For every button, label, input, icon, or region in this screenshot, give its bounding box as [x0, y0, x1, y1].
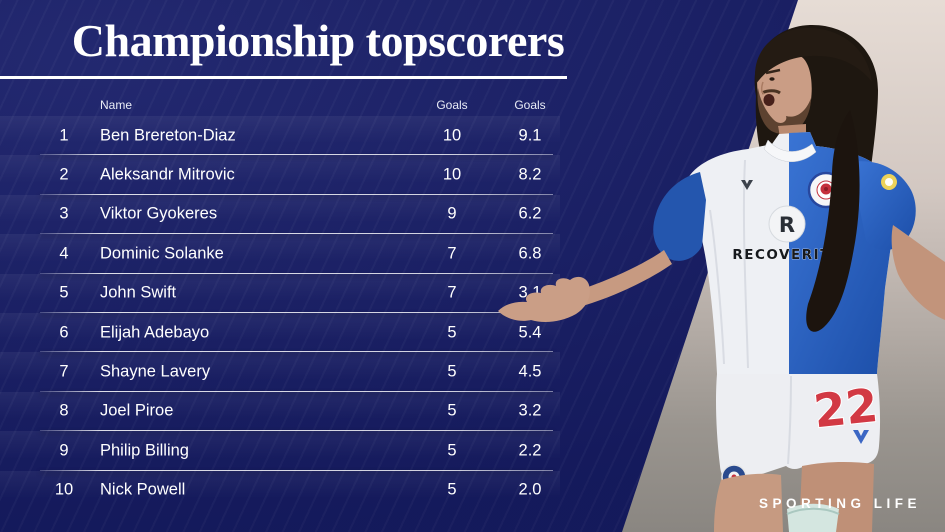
rank-cell: 1 — [59, 126, 69, 145]
row-divider — [40, 272, 553, 274]
player-fringe — [755, 27, 872, 84]
table-row: 9 Philip Billing 5 2.2 — [0, 431, 560, 471]
row-divider — [40, 233, 553, 235]
goals-cell: 7 — [447, 244, 457, 263]
shirt-collar — [763, 139, 817, 163]
expected-goals-cell: 6.2 — [518, 204, 542, 223]
name-cell: Aleksandr Mitrovic — [100, 165, 235, 184]
expected-goals-cell: 5.4 — [518, 323, 542, 342]
player-eye — [769, 77, 775, 81]
player-face — [757, 52, 812, 133]
table-row: 5 John Swift 7 3.1 — [0, 273, 560, 313]
rank-cell: 8 — [59, 401, 69, 420]
name-cell: Ben Brereton-Diaz — [100, 126, 236, 145]
photo-background — [622, 0, 945, 532]
column-header-expected-goals: Goals — [514, 98, 546, 112]
name-cell: Joel Piroe — [100, 401, 174, 420]
goals-cell: 7 — [447, 283, 457, 302]
goals-cell: 5 — [447, 441, 457, 460]
expected-goals-cell: 9.1 — [518, 126, 542, 145]
name-cell: Viktor Gyokeres — [100, 204, 218, 223]
sleeve-badge-center — [885, 178, 893, 186]
shirt-folds — [709, 159, 749, 369]
expected-goals-cell: 6.8 — [518, 244, 542, 263]
name-cell: Elijah Adebayo — [100, 323, 210, 342]
sleeve-badge — [881, 174, 897, 190]
player-hair — [754, 24, 878, 333]
goals-cell: 10 — [442, 165, 462, 184]
club-crest-icon — [807, 171, 845, 209]
row-divider — [40, 469, 553, 471]
table-row: 4 Dominic Solanke 7 6.8 — [0, 234, 560, 274]
name-cell: Nick Powell — [100, 480, 186, 499]
rank-cell: 3 — [59, 204, 69, 223]
expected-goals-cell: 4.5 — [518, 362, 542, 381]
name-cell: Dominic Solanke — [100, 244, 224, 263]
goals-cell: 9 — [447, 204, 457, 223]
player-right-arm — [891, 225, 945, 320]
row-divider — [40, 430, 553, 432]
expected-goals-cell: 3.1 — [518, 283, 542, 302]
table-row: 10 Nick Powell 5 2.0 — [0, 470, 560, 510]
player-mustache — [761, 89, 781, 95]
left-sleeve — [653, 172, 706, 261]
table-row: 8 Joel Piroe 5 3.2 — [0, 391, 560, 432]
shorts-seam — [787, 375, 792, 465]
player-shorts — [716, 374, 881, 482]
scorer-rows: 1 Ben Brereton-Diaz 10 9.1 2 Aleksandr M… — [0, 116, 560, 510]
goals-cell: 5 — [447, 480, 457, 499]
name-cell: Philip Billing — [100, 441, 189, 460]
player-mouth — [763, 94, 775, 106]
name-cell: John Swift — [100, 283, 177, 302]
goals-cell: 5 — [447, 401, 457, 420]
column-header-goals: Goals — [436, 98, 468, 112]
expected-goals-cell: 2.2 — [518, 441, 542, 460]
expected-goals-cell: 2.0 — [518, 480, 542, 499]
rank-cell: 7 — [59, 362, 69, 381]
row-divider — [40, 154, 553, 156]
name-cell: Shayne Lavery — [100, 362, 211, 381]
goals-cell: 5 — [447, 323, 457, 342]
right-sleeve — [852, 161, 916, 251]
expected-goals-cell: 3.2 — [518, 401, 542, 420]
rank-cell: 2 — [59, 165, 69, 184]
rank-cell: 4 — [59, 244, 69, 263]
page-title: Championship topscorers — [71, 15, 565, 66]
shirt-sponsor-text: RECOVERITE — [732, 247, 841, 263]
player-figure: R RECOVERITE 22 — [498, 24, 945, 532]
sporting-life-logo: SPORTING LIFE — [758, 496, 921, 511]
goals-cell: 10 — [442, 126, 462, 145]
row-divider — [40, 351, 553, 353]
shorts-crest-icon — [721, 464, 747, 490]
player-hair-lock — [806, 110, 860, 332]
row-divider — [40, 193, 553, 195]
sponsor-roundel-icon — [768, 205, 806, 243]
expected-goals-cell: 8.2 — [518, 165, 542, 184]
kit-maker-icon — [741, 180, 753, 190]
rank-cell: 6 — [59, 323, 69, 342]
rank-cell: 9 — [59, 441, 69, 460]
shorts-maker-icon — [853, 430, 869, 444]
player-nose — [760, 81, 765, 95]
title-underline — [0, 76, 567, 79]
player-beard — [757, 88, 811, 134]
sponsor-roundel-letter: R — [779, 213, 795, 237]
row-divider — [40, 390, 553, 392]
shirt-blue-half — [789, 132, 894, 374]
player-eyebrow — [765, 68, 781, 75]
table-row: 7 Shayne Lavery 5 4.5 — [0, 352, 560, 392]
shirt-number: 22 — [811, 378, 880, 438]
table-row: 2 Aleksandr Mitrovic 10 8.2 — [0, 155, 560, 195]
table-row: 3 Viktor Gyokeres 9 6.2 — [0, 194, 560, 235]
shirt-white-half — [688, 132, 894, 374]
table-row: 1 Ben Brereton-Diaz 10 9.1 — [0, 116, 560, 156]
table-row: 6 Elijah Adebayo 5 5.4 — [0, 312, 560, 353]
rank-cell: 5 — [59, 283, 69, 302]
rank-cell: 10 — [54, 480, 74, 499]
row-divider — [40, 311, 553, 313]
column-header-name: Name — [100, 98, 133, 112]
player-neck — [778, 124, 810, 158]
goals-cell: 5 — [447, 362, 457, 381]
